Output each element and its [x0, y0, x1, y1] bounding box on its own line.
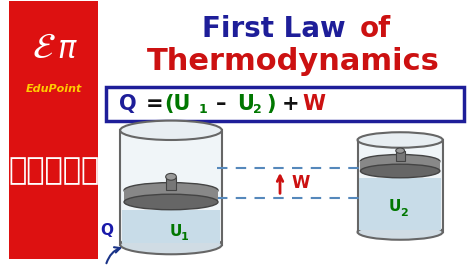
Text: ): ) — [266, 94, 275, 114]
Text: =: = — [146, 94, 164, 114]
Ellipse shape — [166, 173, 176, 180]
Ellipse shape — [124, 194, 218, 210]
Text: $\pi$: $\pi$ — [57, 35, 78, 64]
Text: W: W — [302, 94, 325, 114]
Text: Q: Q — [100, 223, 113, 238]
Ellipse shape — [120, 120, 222, 140]
Text: Thermodynamics: Thermodynamics — [146, 47, 439, 76]
Ellipse shape — [120, 235, 222, 254]
Text: U: U — [389, 199, 401, 214]
Bar — [396, 151, 404, 161]
Ellipse shape — [124, 182, 218, 198]
Ellipse shape — [396, 148, 404, 153]
Ellipse shape — [357, 132, 443, 148]
FancyBboxPatch shape — [106, 87, 464, 120]
Text: First Law: First Law — [201, 15, 345, 43]
Text: $\mathcal{E}$: $\mathcal{E}$ — [32, 31, 56, 65]
Text: W: W — [292, 174, 310, 192]
Text: EduPoint: EduPoint — [26, 84, 82, 94]
Text: 2: 2 — [400, 208, 408, 218]
Text: U: U — [170, 223, 182, 239]
Text: हिंदी: हिंदी — [8, 156, 99, 185]
Text: 1: 1 — [199, 103, 207, 116]
Ellipse shape — [360, 155, 440, 168]
Bar — [359, 178, 441, 230]
Bar — [9, 2, 99, 259]
Ellipse shape — [357, 224, 443, 240]
Text: Q: Q — [118, 94, 136, 114]
Bar — [357, 140, 443, 232]
Text: U: U — [237, 94, 254, 114]
Text: 2: 2 — [253, 103, 262, 116]
Text: (U: (U — [164, 94, 191, 114]
Bar — [120, 130, 222, 245]
Bar — [166, 177, 176, 190]
Text: –: – — [216, 94, 227, 114]
Text: of: of — [360, 15, 391, 43]
Bar — [124, 190, 218, 202]
Text: 1: 1 — [181, 232, 189, 242]
Bar — [360, 161, 440, 171]
Ellipse shape — [360, 164, 440, 178]
Text: +: + — [282, 94, 299, 114]
Bar — [122, 210, 220, 243]
